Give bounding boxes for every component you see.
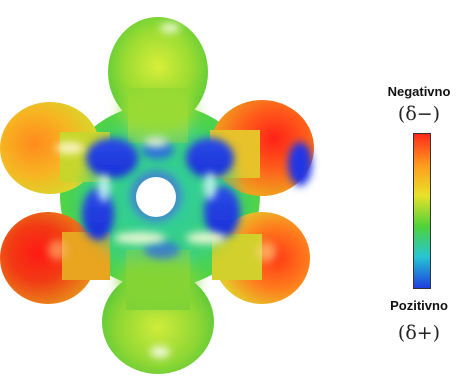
lobe-lower-left — [0, 212, 110, 304]
ring-hole — [130, 170, 182, 222]
electrostatic-potential-map — [0, 17, 314, 374]
potential-colorbar — [413, 133, 431, 289]
surface-highlights — [48, 23, 276, 358]
lobe-upper-left — [0, 102, 110, 194]
positive-label: Pozitivno — [390, 298, 448, 313]
molecule-surface — [0, 17, 314, 374]
positive-symbol: (δ+) — [397, 322, 441, 344]
color-legend: Negativno (δ−) Pozitivno (δ+) — [370, 78, 468, 358]
positive-regions — [82, 138, 312, 259]
negative-symbol: (δ−) — [397, 103, 441, 125]
negative-label: Negativno — [387, 84, 451, 99]
